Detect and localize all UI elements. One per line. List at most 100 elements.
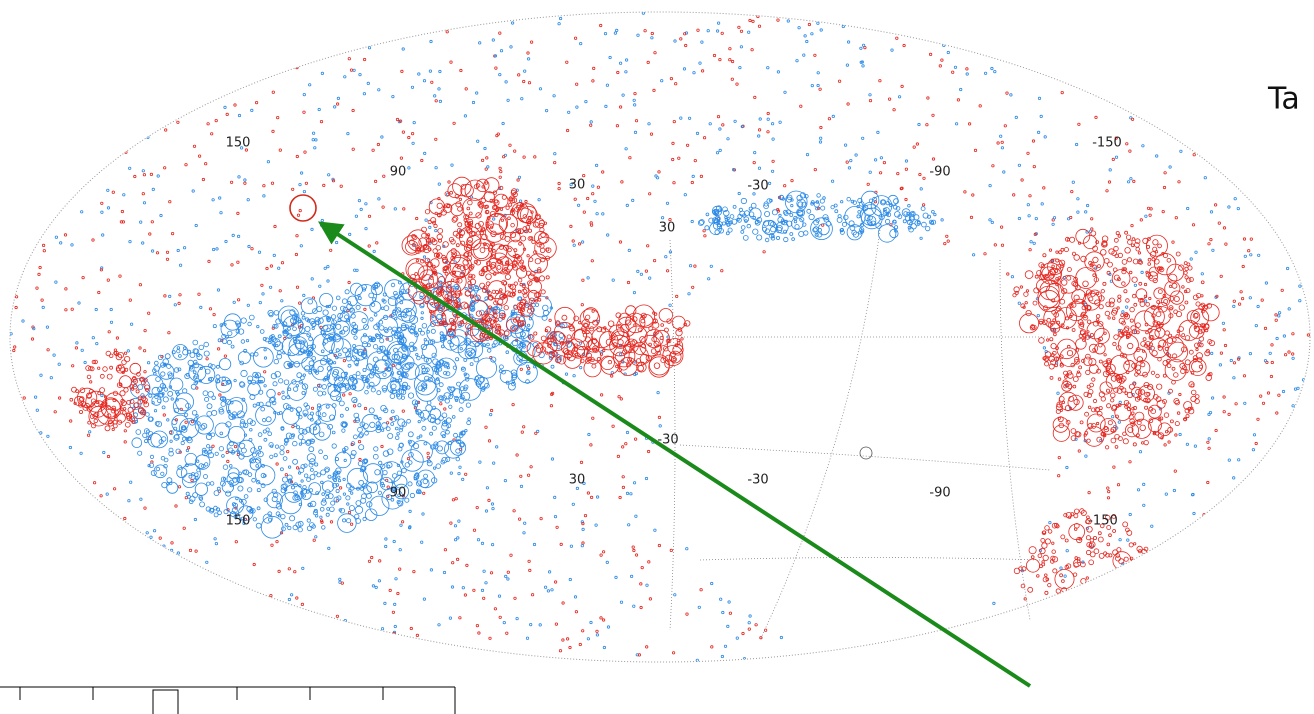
point [1085,535,1091,541]
point [166,418,170,422]
point [260,406,266,412]
point [1158,323,1164,328]
point [299,171,304,175]
point [815,200,819,204]
point [301,566,305,571]
point [1047,529,1053,534]
point [511,309,516,314]
point [123,440,127,444]
point [531,239,536,244]
point [376,142,380,147]
point [781,218,785,222]
point [988,184,992,188]
point [1112,341,1117,347]
point [385,421,390,425]
point [679,116,683,120]
point [1114,374,1121,381]
point [342,306,348,312]
point [682,67,687,71]
point [447,441,452,446]
point [711,205,723,217]
point [971,253,976,257]
point [993,70,997,74]
grid-label: 90 [390,165,407,180]
point [1020,178,1024,182]
point [992,601,996,606]
point [152,368,157,373]
point [484,209,490,215]
point [513,304,519,310]
point [243,494,249,499]
point [137,395,143,401]
point [357,199,361,203]
point [213,512,219,518]
point [422,255,427,259]
point [491,248,496,253]
point [487,317,492,323]
point [781,197,785,201]
point [118,274,122,278]
point [1129,418,1135,424]
point [194,454,211,470]
point [1157,422,1172,437]
point [1087,405,1092,409]
point [192,370,197,375]
point [153,409,158,413]
point [549,404,554,408]
point [421,365,426,370]
point [727,600,731,604]
point [370,555,374,560]
point [117,351,125,359]
point [447,298,453,304]
point [352,327,359,334]
point [539,275,546,282]
point [476,538,481,542]
point [565,128,570,133]
point [1128,149,1132,153]
point [459,347,463,351]
point [428,198,445,215]
point [566,334,572,340]
point [331,319,337,326]
point [300,348,305,354]
point [337,513,357,533]
point [504,80,508,84]
point [1147,262,1151,266]
point [459,441,465,448]
point [214,119,218,123]
point [361,287,366,292]
point [1131,407,1135,411]
point [100,210,104,214]
point [300,464,306,470]
point [1083,439,1087,443]
point [155,420,162,428]
point [464,290,471,297]
point [497,325,502,329]
point [771,159,775,163]
point [532,221,539,228]
point [1104,514,1111,521]
point [438,280,443,285]
point [377,579,381,583]
point [707,277,711,281]
point [757,134,761,138]
point [438,99,442,104]
point [557,355,567,365]
point [1096,410,1103,417]
point [1055,403,1063,411]
point [15,295,19,299]
point [450,248,457,255]
point [291,433,296,438]
point [1101,235,1109,242]
point [207,259,211,263]
point [516,355,523,362]
point [430,301,434,306]
point [726,216,730,221]
point [879,199,887,206]
point [1028,248,1032,252]
point [1113,334,1119,340]
point [1060,323,1065,328]
point [1073,398,1080,406]
point [618,495,622,500]
point [482,285,488,290]
